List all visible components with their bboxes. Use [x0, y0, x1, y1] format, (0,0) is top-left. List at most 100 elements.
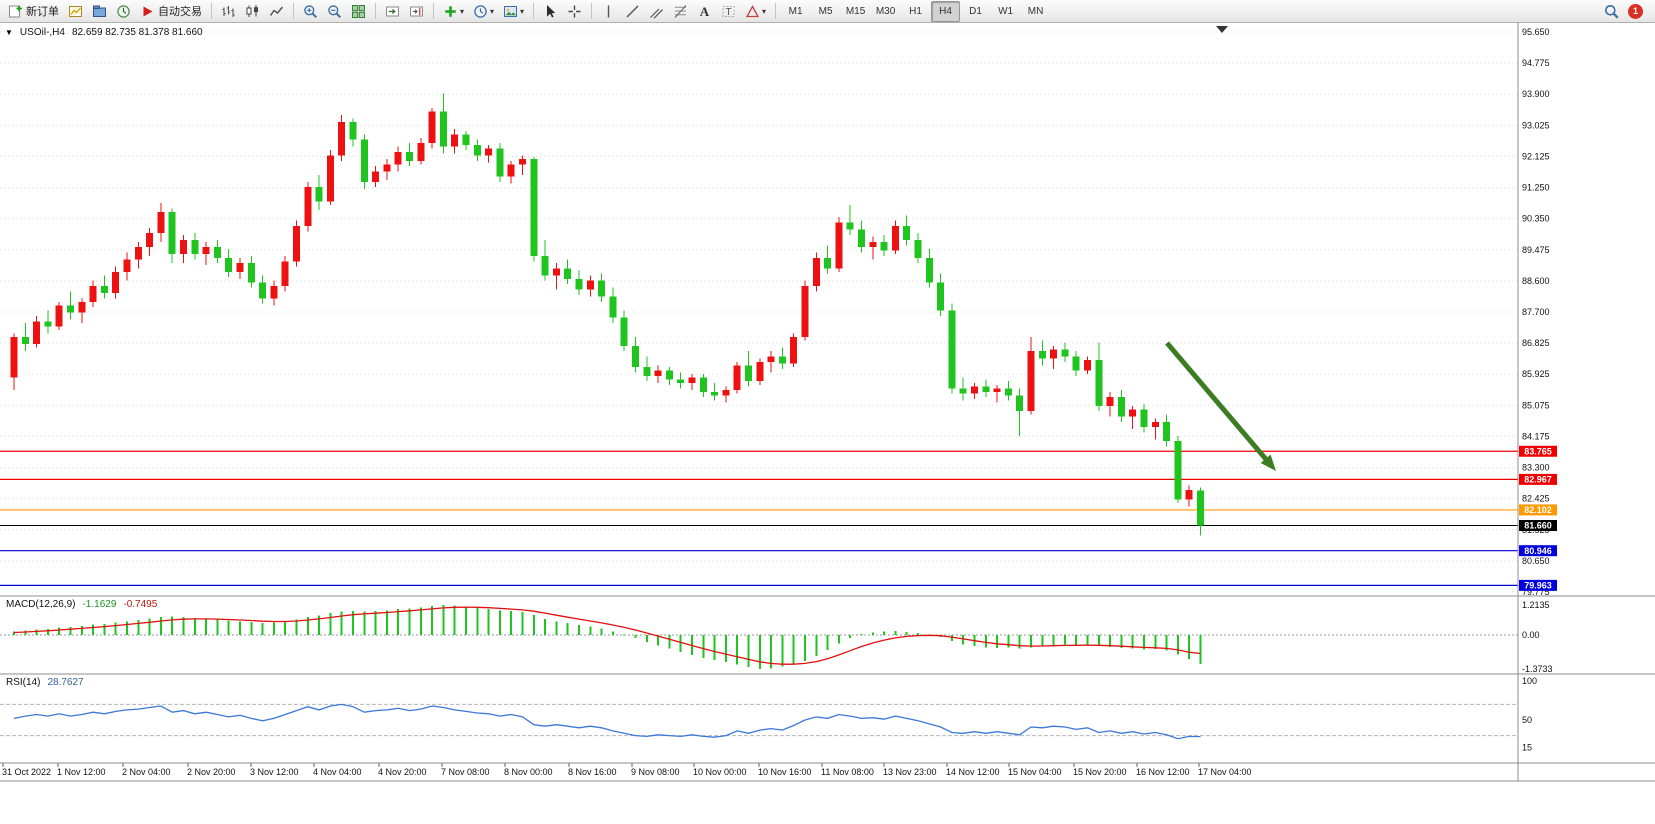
rsi-line [13, 703, 1201, 740]
new-order-button[interactable]: 新订单 [4, 1, 63, 22]
candlestick-chart-button[interactable] [241, 1, 264, 22]
svg-text:2 Nov 04:00: 2 Nov 04:00 [122, 767, 171, 777]
svg-text:93.900: 93.900 [1522, 89, 1550, 99]
timeframe-m30-button[interactable]: M30 [871, 1, 900, 22]
new-chart-button[interactable] [64, 1, 87, 22]
svg-text:0.00: 0.00 [1522, 630, 1540, 640]
search-icon [1604, 4, 1619, 19]
toolbar-separator [293, 3, 294, 19]
svg-text:94.775: 94.775 [1522, 58, 1550, 68]
button-label: D1 [969, 5, 982, 17]
time-scale[interactable] [0, 763, 1518, 781]
svg-text:88.600: 88.600 [1522, 276, 1550, 286]
svg-text:10 Nov 16:00: 10 Nov 16:00 [758, 767, 812, 777]
button-label: H4 [939, 5, 952, 17]
indicators-icon [443, 4, 458, 19]
candles [10, 93, 1204, 536]
timeframe-h4-button[interactable]: H4 [931, 0, 961, 22]
vertical-line-button[interactable] [597, 1, 620, 22]
button-label: 自动交易 [158, 6, 202, 18]
trend-arrow-annotation [1165, 341, 1269, 462]
auto-scroll-button[interactable] [381, 1, 404, 22]
svg-text:-1.3733: -1.3733 [1522, 664, 1553, 674]
text-label-button[interactable]: T [717, 1, 740, 22]
new-order-icon [8, 4, 23, 19]
svg-text:17 Nov 04:00: 17 Nov 04:00 [1198, 767, 1252, 777]
periods-button[interactable]: ▾ [469, 1, 498, 22]
vline-icon [601, 4, 616, 19]
timeframe-d1-button[interactable]: D1 [961, 1, 990, 22]
profiles-button[interactable] [88, 1, 111, 22]
text-a-icon: A [697, 4, 712, 19]
text-button[interactable]: A [693, 1, 716, 22]
svg-text:50: 50 [1522, 715, 1532, 725]
svg-text:81.660: 81.660 [1524, 521, 1552, 531]
candles-icon [245, 4, 260, 19]
svg-text:10 Nov 00:00: 10 Nov 00:00 [693, 767, 747, 777]
crosshair-button[interactable] [563, 1, 586, 22]
svg-text:86.825: 86.825 [1522, 338, 1550, 348]
cursor-icon [543, 4, 558, 19]
svg-text:13 Nov 23:00: 13 Nov 23:00 [883, 767, 937, 777]
toolbar-left-group: 新订单 自动交易 ▾ ▾ ▾ A T ▾ M1 M5 M15 M30 H1 H4 D1 W1 MN [4, 0, 1050, 22]
timeframe-h1-button[interactable]: H1 [901, 1, 930, 22]
button-label: MN [1027, 5, 1044, 17]
tile-windows-button[interactable] [347, 1, 370, 22]
svg-text:89.475: 89.475 [1522, 245, 1550, 255]
timeframe-m1-button[interactable]: M1 [781, 1, 810, 22]
toolbar-separator [533, 3, 535, 19]
cursor-button[interactable] [539, 1, 562, 22]
toolbar-separator [775, 3, 777, 19]
chevron-down-icon: ▾ [460, 6, 465, 16]
button-label: M30 [875, 5, 896, 17]
price-scale[interactable] [1518, 23, 1655, 781]
chevron-down-icon: ▾ [520, 6, 525, 16]
arrows-button[interactable]: ▾ [741, 1, 770, 22]
timeframe-w1-button[interactable]: W1 [991, 1, 1020, 22]
autotrading-button[interactable]: 自动交易 [136, 1, 206, 22]
templates-button[interactable]: ▾ [499, 1, 528, 22]
button-label: M5 [818, 5, 833, 17]
svg-text:7 Nov 08:00: 7 Nov 08:00 [441, 767, 490, 777]
bar-chart-button[interactable] [217, 1, 240, 22]
equidistant-channel-button[interactable] [645, 1, 668, 22]
trendline-button[interactable] [621, 1, 644, 22]
notifications-button[interactable]: 1 [1628, 3, 1643, 19]
crosshair-icon [567, 4, 582, 19]
market-watch-button[interactable] [112, 1, 135, 22]
chart-window: 95.650 94.775 93.900 93.025 92.125 91.250 90.3… [0, 23, 1655, 824]
svg-text:82.425: 82.425 [1522, 494, 1550, 504]
price-chart: 95.650 94.775 93.900 93.025 92.125 91.250 90.3… [0, 23, 1655, 824]
svg-text:92.125: 92.125 [1522, 151, 1550, 161]
tile-windows-icon [351, 4, 366, 19]
svg-text:31 Oct 2022: 31 Oct 2022 [2, 767, 51, 777]
timeframe-m5-button[interactable]: M5 [811, 1, 840, 22]
svg-text:2 Nov 20:00: 2 Nov 20:00 [187, 767, 236, 777]
svg-text:79.963: 79.963 [1524, 581, 1552, 591]
timeframe-mn-button[interactable]: MN [1021, 1, 1050, 22]
toolbar: 新订单 自动交易 ▾ ▾ ▾ A T ▾ M1 M5 M15 M30 H1 H4 D1 W1 MN 1 [0, 0, 1655, 23]
zoom-out-button[interactable] [323, 1, 346, 22]
line-chart-button[interactable] [265, 1, 288, 22]
button-label: 新订单 [26, 6, 59, 18]
profiles-icon [92, 4, 107, 19]
indicators-button[interactable]: ▾ [439, 1, 468, 22]
macd-signal-line [13, 606, 1201, 665]
search-button[interactable] [1600, 1, 1623, 22]
svg-text:79.775: 79.775 [1522, 587, 1550, 597]
svg-text:90.350: 90.350 [1522, 214, 1550, 224]
fibonacci-button[interactable] [669, 1, 692, 22]
svg-text:84.175: 84.175 [1522, 431, 1550, 441]
svg-text:11 Nov 08:00: 11 Nov 08:00 [821, 767, 874, 777]
svg-text:83.765: 83.765 [1524, 446, 1552, 456]
timeframe-m15-button[interactable]: M15 [841, 1, 870, 22]
svg-text:95.650: 95.650 [1522, 27, 1550, 37]
button-label: M1 [788, 5, 803, 17]
chart-shift-button[interactable] [405, 1, 428, 22]
chart-menu-icon[interactable]: ▼ [5, 28, 13, 37]
toolbar-separator [433, 3, 434, 19]
svg-text:15 Nov 20:00: 15 Nov 20:00 [1073, 767, 1127, 777]
button-label: W1 [998, 5, 1014, 17]
zoom-in-button[interactable] [299, 1, 322, 22]
svg-text:1 Nov 12:00: 1 Nov 12:00 [57, 767, 106, 777]
